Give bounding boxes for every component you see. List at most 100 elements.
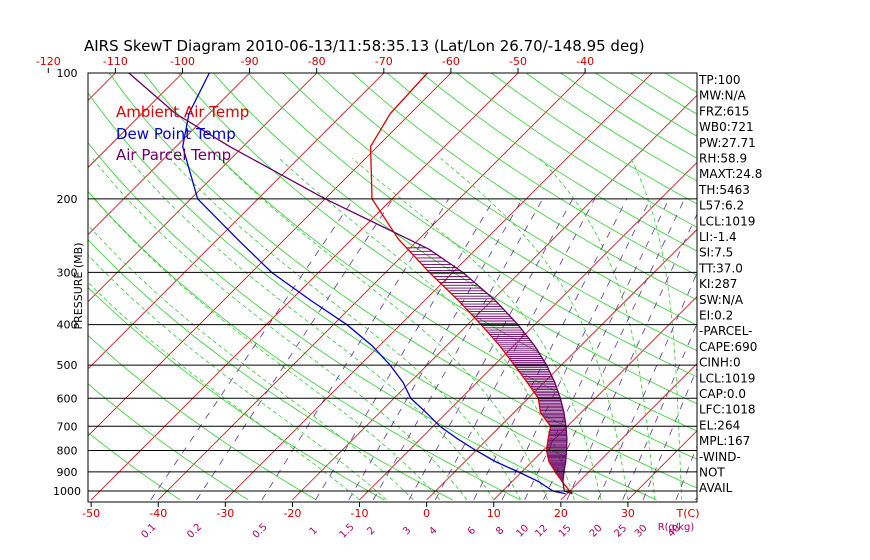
bottom-temp-tick-label: 30 (621, 507, 635, 520)
mixing-ratio-tick-label: 1 (308, 525, 320, 537)
temp-axis-label: T(C) (676, 507, 700, 520)
mixing-ratio-tick-label: 12 (533, 523, 550, 540)
moist-adiabat-line (169, 158, 521, 501)
sounding-index-item: MW:N/A (699, 89, 747, 103)
pressure-tick-label: 1000 (53, 485, 81, 498)
legend: Ambient Air Temp Dew Point Temp Air Parc… (116, 103, 249, 164)
sounding-index-item: -PARCEL- (699, 324, 753, 338)
mixing-ratio-tick-label: 0.5 (251, 522, 270, 541)
isotherm-line (88, 73, 385, 370)
isotherm-line (157, 73, 586, 501)
top-temp-tick-label: -40 (576, 55, 594, 68)
dry-adiabat-line (88, 383, 249, 501)
dry-adiabat-line (317, 73, 697, 326)
moist-adiabat-line (630, 158, 682, 500)
pressure-tick-label: 700 (57, 420, 78, 433)
pressure-tick-label: 200 (57, 193, 78, 206)
sounding-index-item: SI:7.5 (699, 246, 733, 260)
sounding-index-item: LCL:1019 (699, 371, 755, 385)
sounding-index-item: SW:N/A (699, 293, 744, 307)
mixing-ratio-tick-label: 10 (514, 523, 531, 540)
top-temp-tick-label: -50 (509, 55, 527, 68)
mixing-ratio-tick-label: 1.5 (338, 522, 357, 541)
sounding-index-item: LI:-1.4 (699, 230, 737, 244)
sounding-index-item: CAPE:690 (699, 340, 757, 354)
legend-ambient-air-temp: Ambient Air Temp (116, 103, 249, 121)
dry-adiabat-line (108, 73, 697, 489)
sounding-index-item: TT:37.0 (698, 261, 743, 275)
mixing-ratio-line (315, 198, 495, 501)
mixing-ratio-line (261, 198, 449, 501)
sounding-index-item: TP:100 (698, 73, 741, 87)
y-axis-label: PRESSURE (MB) (72, 243, 85, 330)
moist-adiabat-line (127, 158, 495, 501)
top-temp-tick-label: -90 (241, 55, 259, 68)
mixing-ratio-tick-label: 6 (466, 525, 478, 537)
dry-adiabat-line (88, 190, 521, 501)
mixing-ratio-tick-label: 20 (588, 523, 605, 540)
mixing-ratio-line (196, 198, 394, 501)
sounding-series-layer (128, 73, 573, 495)
isotherm-line (426, 228, 697, 501)
top-temp-tick-label: -70 (375, 55, 393, 68)
sounding-index-item: MPL:167 (699, 434, 750, 448)
isotherm-line (88, 73, 317, 303)
top-temp-tick-label: -120 (36, 55, 61, 68)
dry-adiabat-line (769, 73, 870, 500)
isotherm-line (88, 73, 116, 101)
dry-adiabat-line (247, 73, 697, 378)
mixing-ratio-tick-label: 0.1 (140, 522, 159, 541)
mixing-ratio-line (408, 198, 574, 501)
dry-adiabat-line (804, 73, 870, 500)
bottom-temp-tick-label: -50 (82, 507, 100, 520)
top-temp-tick-label: -100 (170, 55, 195, 68)
isotherm-line (493, 296, 697, 501)
pressure-tick-label: 400 (57, 319, 78, 332)
mixing-ratio-line (434, 198, 596, 501)
dry-adiabat-line (143, 73, 697, 460)
isotherm-line (88, 73, 183, 169)
mixing-ratio-tick-label: 30 (633, 523, 650, 540)
bottom-temp-tick-label: -20 (283, 507, 301, 520)
dry-adiabat-line (456, 73, 697, 228)
mixing-ratio-tick-label: 25 (613, 523, 630, 540)
dry-adiabat-line (421, 73, 697, 252)
top-temp-tick-label: -80 (308, 55, 326, 68)
dry-adiabat-line (88, 432, 181, 501)
dry-adiabat-line (88, 286, 385, 501)
mixing-ratio-line (473, 198, 628, 501)
isotherm-line (292, 94, 697, 501)
legend-dew-point-temp: Dew Point Temp (116, 125, 236, 143)
dry-adiabat-line (352, 73, 697, 301)
sounding-index-item: WB0:721 (699, 120, 754, 134)
mixing-ratio-line (348, 198, 523, 501)
sounding-index-item: NOT (699, 466, 725, 480)
sounding-index-item: L57:6.2 (699, 199, 744, 213)
top-temp-tick-label: -60 (442, 55, 460, 68)
top-temp-tick-label: -110 (103, 55, 128, 68)
dry-adiabat-line (88, 334, 317, 501)
mixing-ratio-tick-label: 0.2 (185, 522, 204, 541)
dry-adiabat-line (88, 142, 589, 501)
bottom-temp-tick-label: -10 (351, 507, 369, 520)
sounding-index-item: FRZ:615 (699, 104, 749, 118)
mixing-ratio-line (372, 198, 544, 501)
dry-adiabat-line (386, 73, 697, 276)
sounding-index-item: CINH:0 (699, 356, 741, 370)
mixing-ratio-line (501, 198, 651, 501)
isotherm-line (225, 73, 653, 501)
pressure-tick-label: 600 (57, 392, 78, 405)
air-parcel-temp-line (128, 73, 573, 495)
dry-adiabat-line (282, 73, 697, 352)
pressure-tick-label: 300 (57, 266, 78, 279)
plot-frame (87, 72, 698, 503)
sounding-index-item: LFC:1018 (699, 403, 756, 417)
moist-adiabat-line (219, 158, 548, 501)
isotherm-line (88, 73, 250, 236)
sounding-index-item: CAP:0.0 (699, 387, 746, 401)
mixing-ratio-tick-label: 2 (365, 525, 377, 537)
chart-title: AIRS SkewT Diagram 2010-06-13/11:58:35.1… (84, 37, 645, 55)
